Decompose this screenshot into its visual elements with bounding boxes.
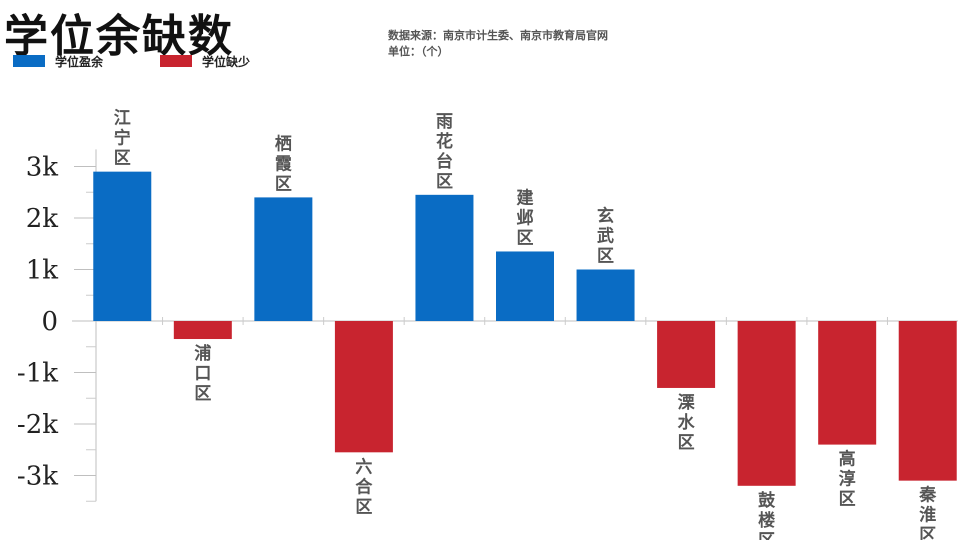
category-label: 高淳区: [839, 449, 856, 510]
data-source: 数据来源：南京市计生委、南京市教育局官网: [388, 29, 608, 42]
category-label: 浦口区: [194, 343, 211, 404]
legend-label-shortage: 学位缺少: [202, 54, 251, 69]
legend-swatch-shortage: [160, 55, 192, 67]
bar: [496, 251, 554, 321]
y-tick-label: 2k: [26, 204, 59, 234]
bar: [818, 321, 877, 445]
y-tick-label: -1k: [17, 359, 58, 389]
legend-swatch-surplus: [13, 55, 45, 67]
legend-item-shortage: 学位缺少: [160, 53, 250, 69]
bar: [254, 197, 313, 321]
y-tick-label: 1k: [26, 256, 59, 286]
bar: [334, 321, 393, 453]
y-tick-label: 0: [41, 307, 58, 337]
bar: [657, 321, 716, 388]
bar: [415, 194, 474, 321]
y-tick-label: 3k: [26, 153, 59, 183]
category-label: 建邺区: [517, 187, 534, 248]
category-label: 雨花台区: [436, 112, 453, 192]
bar: [737, 321, 796, 486]
bar: [898, 321, 957, 481]
bar: [93, 171, 152, 321]
bar: [173, 321, 232, 340]
chart-title: 学位余缺数: [4, 11, 234, 62]
category-label: 玄武区: [597, 206, 614, 267]
category-label: 鼓楼区: [758, 490, 776, 540]
bar: [576, 269, 635, 321]
category-label: 六合区: [355, 456, 373, 517]
y-tick-label: -2k: [17, 410, 58, 440]
category-label: 溧水区: [678, 392, 696, 453]
category-label: 江宁区: [114, 109, 131, 169]
category-label: 秦淮区: [919, 485, 936, 540]
category-label: 栖霞区: [275, 133, 293, 194]
legend-label-surplus: 学位盈余: [55, 54, 104, 69]
y-tick-label: -3k: [17, 462, 58, 492]
legend-item-surplus: 学位盈余: [13, 53, 103, 69]
unit-label: 单位：（个）: [388, 45, 449, 58]
